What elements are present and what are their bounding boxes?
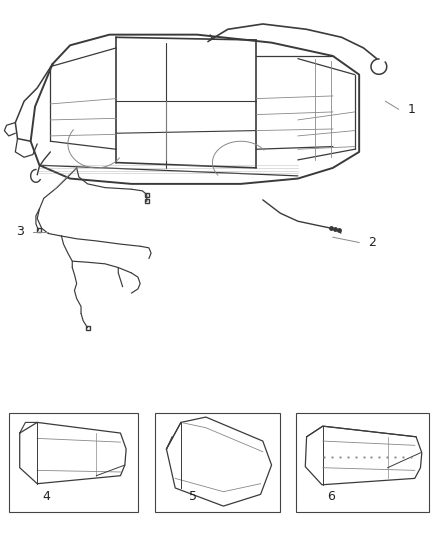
Text: 3: 3 [16,225,24,238]
Text: 1: 1 [407,103,415,116]
Bar [9,413,138,512]
Text: 5: 5 [189,490,197,503]
Text: 6: 6 [327,490,335,503]
Text: 2: 2 [368,236,376,249]
Bar [296,413,429,512]
Bar [155,413,280,512]
Text: 4: 4 [42,490,50,503]
